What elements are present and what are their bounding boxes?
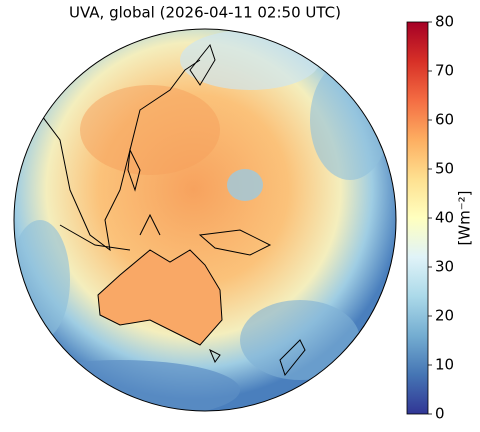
globe-outline <box>13 28 397 412</box>
colorbar-label: [Wm⁻²] <box>456 190 474 245</box>
colorbar <box>406 21 429 415</box>
colorbar-tick-label: 0 <box>435 405 445 423</box>
colorbar-tick-label: 70 <box>435 62 454 80</box>
colorbar-tick-label: 80 <box>435 13 454 31</box>
colorbar-tick-label: 20 <box>435 307 454 325</box>
colorbar-tick-label: 30 <box>435 258 454 276</box>
colorbar-tick-label: 40 <box>435 209 454 227</box>
colorbar-tick-label: 60 <box>435 111 454 129</box>
globe <box>14 29 396 411</box>
map-title: UVA, global (2026-04-11 02:50 UTC) <box>69 4 341 22</box>
colorbar-tick-label: 50 <box>435 160 454 178</box>
colorbar-tick-label: 10 <box>435 356 454 374</box>
